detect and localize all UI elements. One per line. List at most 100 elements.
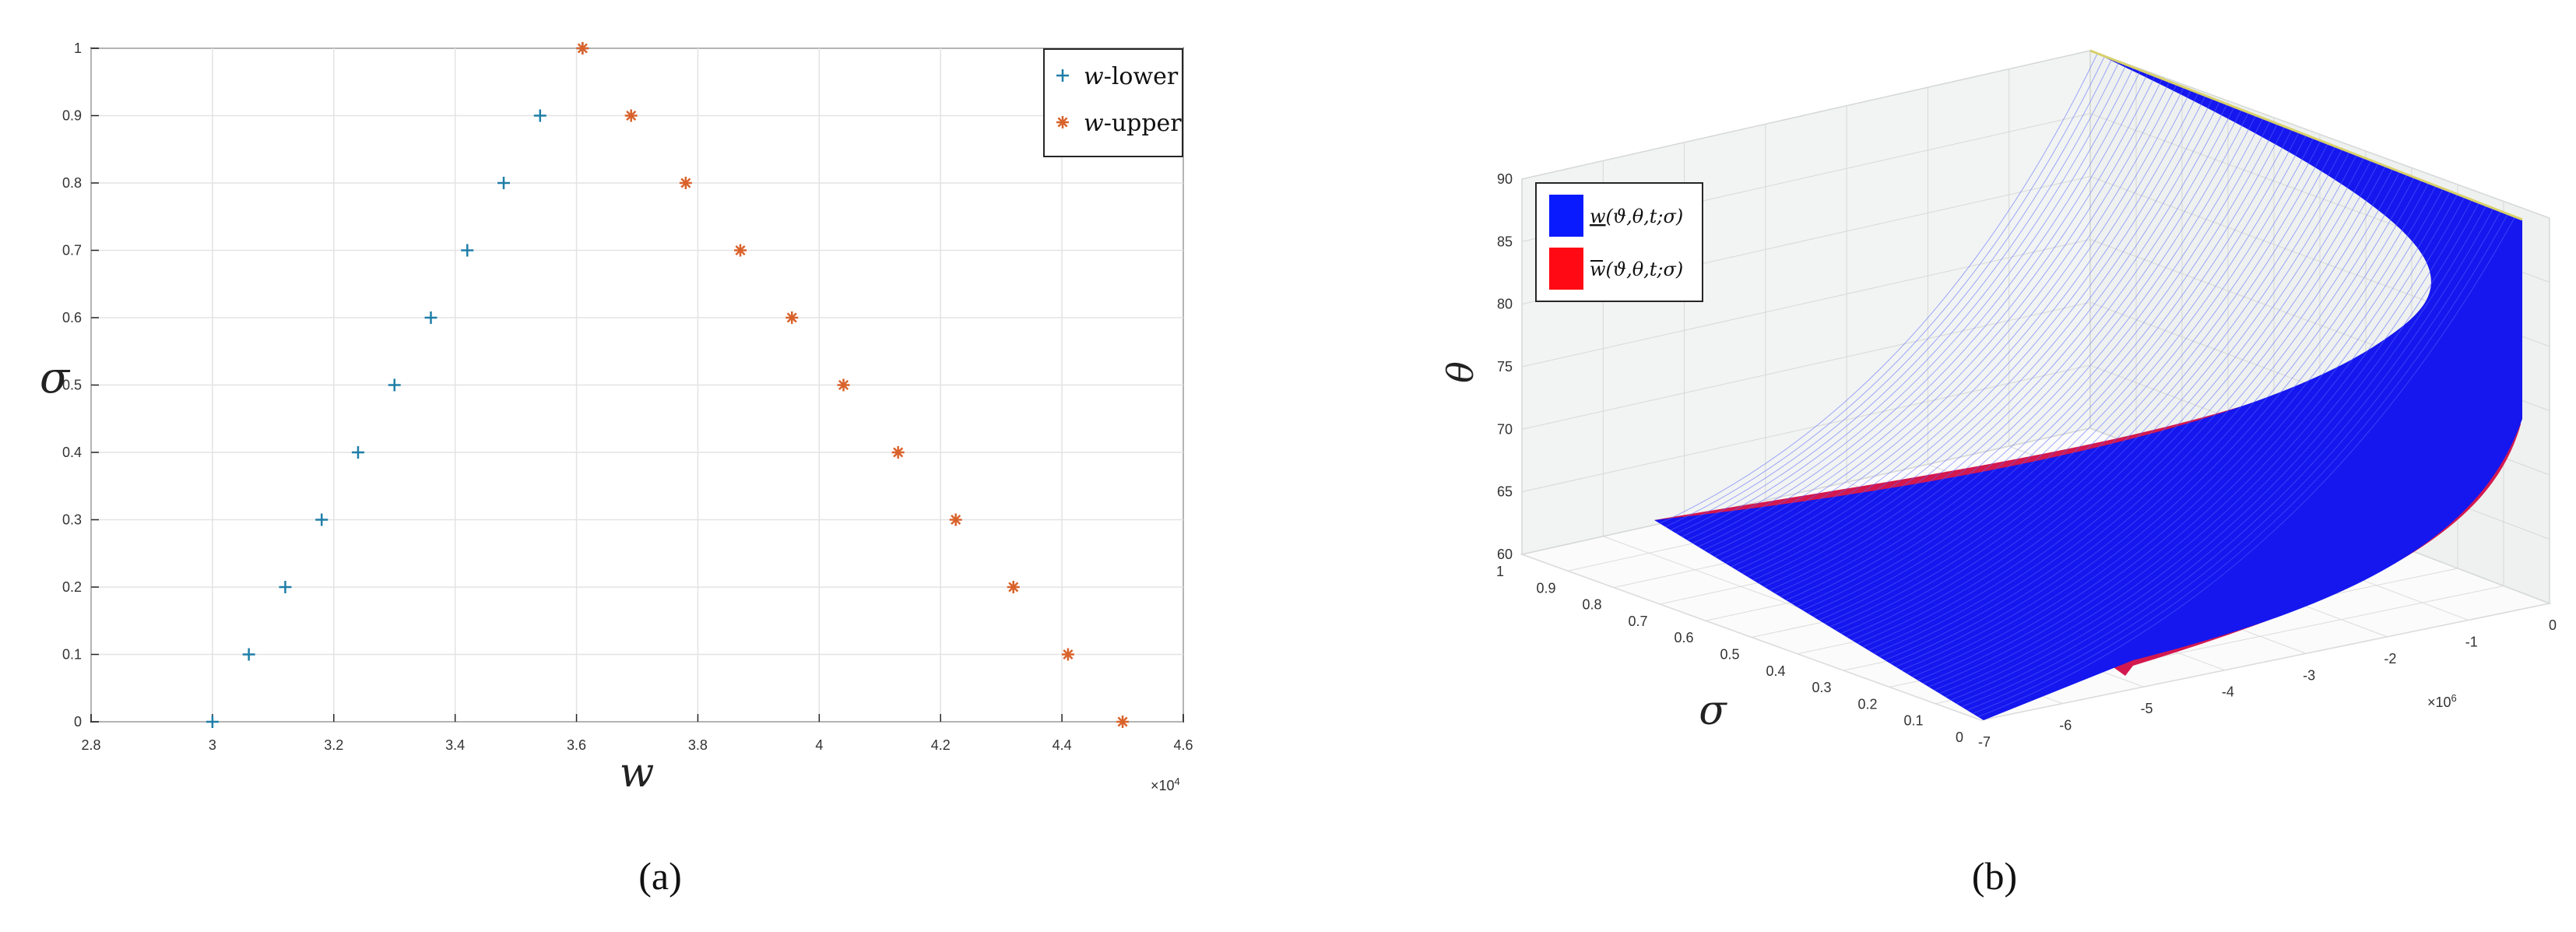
caption-a: (a) [638, 854, 682, 898]
mesh-line [1851, 151, 2350, 641]
mesh-line [1977, 216, 2516, 718]
sigma-tick-label: 0.4 [1766, 663, 1785, 679]
x-tick-label: 3.6 [567, 737, 586, 753]
x-tick-label-b: -5 [2141, 701, 2153, 716]
x-tick-label-b: -1 [2465, 634, 2478, 649]
mesh-line [1709, 78, 2163, 554]
mesh-line [1780, 114, 2257, 597]
z-ticks-b: 60 65 70 75 80 85 90 [1497, 171, 1513, 562]
surface-lower-blue [1654, 51, 2522, 720]
sigma-tick-label: 0.3 [1812, 680, 1831, 695]
z-tick-label: 65 [1497, 484, 1513, 500]
floor-gridline [1521, 554, 1982, 721]
mesh-line [1824, 137, 2314, 624]
mesh-line [1840, 146, 2335, 635]
mesh-line [1692, 70, 2142, 544]
y-tick-label: 0.8 [62, 175, 82, 191]
z-tick-label: 85 [1497, 234, 1513, 249]
legend-label-upper: w-upper [1084, 110, 1182, 137]
legend-marker-plus [1056, 69, 1069, 82]
x-tick-label: 4.2 [931, 737, 951, 753]
x-ticks-b: -7 -6 -5 -4 -3 -2 -1 0 [1978, 617, 2557, 750]
data-point-lower [461, 244, 474, 257]
data-point-lower [497, 177, 511, 189]
data-point-upper [891, 446, 905, 459]
mesh-line [1675, 62, 2120, 534]
data-point-upper [679, 177, 692, 189]
wall-gridline [1521, 50, 2091, 180]
x-tick-label: 3 [209, 737, 216, 753]
z-tick-label: 80 [1497, 297, 1513, 312]
data-point-upper [1007, 581, 1020, 593]
mesh-line [1714, 81, 2170, 557]
data-point-upper [576, 42, 589, 55]
mesh-line [1725, 86, 2184, 564]
mesh-line [1786, 118, 2264, 601]
y-axis-label-a: σ [40, 353, 71, 403]
y-tick-label: 0.4 [62, 445, 82, 460]
mesh-line [1703, 76, 2156, 551]
mesh-line [1884, 168, 2393, 661]
x-tick-label-b: -6 [2059, 718, 2072, 733]
data-point-upper [734, 244, 747, 257]
mesh-line [1917, 185, 2437, 681]
x-ticks-a: 2.8 3 3.2 3.4 3.6 3.8 4 4.2 4.4 4.6 [81, 714, 1193, 753]
mesh-line [1813, 132, 2300, 617]
wall-gridline [1521, 427, 2091, 555]
sigma-tick-label: 0.2 [1857, 696, 1877, 712]
legend-marker-lower [1056, 69, 1069, 82]
x-exponent-a: ×104 [1151, 775, 1180, 793]
sigma-tick-label: 0.1 [1903, 713, 1923, 729]
mesh-line [1741, 95, 2206, 574]
mesh-line [1868, 160, 2372, 651]
sigma-tick-label: 0 [1956, 730, 1963, 745]
mesh-line [1769, 109, 2242, 591]
sigma-tick-label: 0.5 [1720, 647, 1739, 663]
x-exponent-b: ×106 [2427, 692, 2457, 710]
mesh-line [1961, 208, 2494, 708]
z-tick-label: 70 [1497, 421, 1513, 437]
mesh-line [1687, 67, 2134, 541]
mesh-line [1966, 210, 2501, 711]
x-tick-label: 3.2 [324, 737, 343, 753]
legend-a: w-lower w-upper [1043, 48, 1183, 157]
x-tick-label: 2.8 [81, 737, 100, 753]
mesh-line [1791, 121, 2271, 604]
data-point-lower [351, 446, 364, 459]
legend-b: w(ϑ,θ,t;σ) w(ϑ,θ,t;σ) [1535, 182, 1703, 302]
z-axis-label-b: θ [1439, 361, 1481, 383]
gridlines-a [90, 47, 1184, 723]
mesh-line [1846, 149, 2343, 638]
sigma-axis-label-b: σ [1699, 688, 1727, 734]
data-point-lower [279, 581, 292, 593]
wall-gridline [1521, 239, 2091, 368]
y-tick-label: 0.1 [62, 647, 82, 663]
y-tick-label: 0.3 [62, 512, 82, 528]
z-tick-label: 90 [1497, 171, 1513, 187]
mesh-line [1928, 191, 2451, 688]
mesh-line [1835, 143, 2328, 631]
y-tick-label: 0.7 [62, 243, 82, 258]
y-tick-label: 1 [74, 40, 82, 56]
x-tick-label-b: -4 [2222, 684, 2234, 700]
x-tick-label: 3.4 [445, 737, 465, 753]
mesh-line [1862, 157, 2364, 648]
x-tick-label-b: -2 [2384, 651, 2396, 666]
mesh-line [1682, 64, 2127, 537]
mesh-line [1878, 166, 2386, 658]
x-tick-label: 4.6 [1173, 737, 1193, 753]
mesh-line [1763, 107, 2235, 588]
data-point-lower [315, 513, 329, 526]
data-point-lower [206, 716, 219, 728]
mesh-line [1934, 194, 2458, 691]
mesh-line [1664, 56, 2105, 528]
x-tick-label-b: 0 [2549, 617, 2557, 633]
data-point-lower [424, 311, 438, 324]
mesh-line [1901, 177, 2415, 671]
legend-label-lower: w-lower [1084, 63, 1179, 90]
mesh-line [1736, 93, 2199, 571]
y-tick-label: 0.9 [62, 108, 82, 124]
sigma-tick-label: 0.9 [1536, 580, 1555, 596]
z-tick-label: 75 [1497, 359, 1513, 375]
sigma-ticks-b: 0 0.1 0.2 0.3 0.4 0.5 0.6 0.7 0.8 0.9 1 [1496, 564, 1963, 745]
